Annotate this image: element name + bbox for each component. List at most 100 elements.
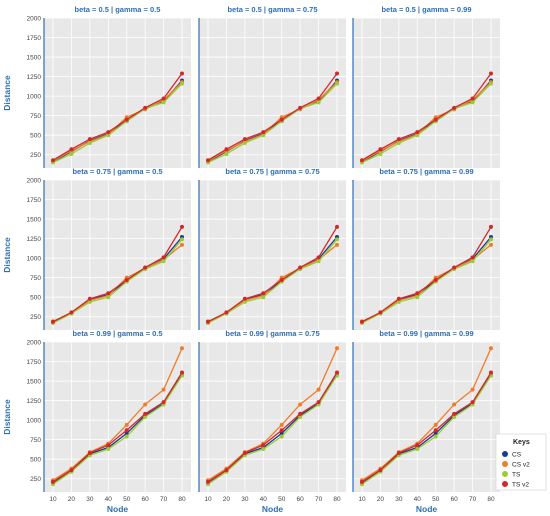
x-tick-label: 80: [178, 496, 186, 503]
panel-title: beta = 0.75 | gamma = 0.5: [72, 167, 162, 176]
panel-9: beta = 0.99 | gamma = 0.99 10 20 30 40 50 60 70…: [352, 329, 500, 503]
data-point-ts-v2: [106, 130, 111, 135]
data-point-ts-v2: [433, 278, 438, 282]
series-line-ts-v2: [52, 226, 183, 323]
x-tick-label: 20: [223, 496, 231, 503]
x-tick-label: 10: [49, 496, 57, 503]
data-point-ts-v2: [316, 400, 321, 405]
data-point-ts: [124, 434, 129, 439]
data-point-ts-v2: [87, 296, 92, 301]
x-tick-label: 60: [297, 496, 305, 503]
panel-title: beta = 0.75 | gamma = 0.99: [379, 167, 473, 176]
series-line-ts: [361, 83, 492, 164]
legend-label-cs: CS: [512, 452, 522, 459]
series-line-cs-v2: [52, 348, 183, 481]
data-point-ts-v2: [378, 468, 383, 473]
series-line-cs-v2: [361, 348, 492, 481]
y-axis-label-row3: Distance: [2, 399, 12, 435]
data-point-ts-v2: [396, 450, 401, 455]
series-line-ts: [52, 375, 183, 485]
data-point-cs-v2: [124, 422, 129, 427]
data-point-ts-v2: [360, 158, 364, 163]
series-line-ts-v2: [361, 372, 492, 483]
data-point-ts-v2: [378, 310, 383, 315]
x-tick-label: 60: [142, 496, 150, 503]
y-tick-label: 2000: [27, 15, 42, 22]
x-tick-label: 40: [105, 496, 113, 503]
series-line-ts-v2: [52, 372, 183, 483]
data-point-cs: [433, 431, 438, 436]
series-line-ts: [361, 375, 492, 485]
series-line-ts: [52, 83, 183, 164]
panel-2: beta = 0.5 | gamma = 0.75: [198, 5, 346, 168]
y-tick-label: 1250: [27, 236, 42, 243]
data-point-ts: [415, 447, 420, 452]
panel-4: beta = 0.75 | gamma = 0.5 250 500 750 1000 12…: [27, 167, 191, 330]
data-point-ts-v2: [489, 370, 493, 375]
data-point-ts-v2: [261, 443, 266, 448]
data-point-ts: [87, 299, 92, 304]
x-axis-label-col1: Node: [107, 504, 129, 514]
panel-title: beta = 0.5 | gamma = 0.99: [381, 5, 471, 14]
data-point-ts-v2: [470, 400, 475, 405]
data-point-ts-v2: [470, 96, 475, 101]
data-point-ts-v2: [69, 468, 74, 473]
data-point-ts: [298, 415, 303, 419]
x-tick-label: 50: [278, 496, 286, 503]
data-point-ts: [378, 151, 383, 156]
data-point-ts-v2: [470, 255, 475, 260]
series-line-ts-v2: [207, 372, 338, 483]
y-tick-label: 750: [30, 437, 41, 444]
panel-background: [353, 342, 500, 492]
data-point-ts-v2: [143, 105, 148, 110]
data-point-ts-v2: [51, 158, 55, 163]
series-line-ts-v2: [207, 226, 338, 323]
panel-8: beta = 0.99 | gamma = 0.75 10 20 30 40 50 60 70…: [198, 329, 346, 503]
data-point-ts-v2: [396, 137, 401, 142]
data-point-ts: [415, 295, 420, 300]
data-point-ts-v2: [224, 310, 229, 315]
data-point-ts-v2: [69, 147, 74, 152]
y-tick-label: 500: [30, 456, 41, 463]
data-point-ts-v2: [489, 71, 493, 76]
data-point-ts-v2: [87, 450, 92, 455]
panel-title: beta = 0.75 | gamma = 0.75: [225, 167, 319, 176]
y-tick-label: 1500: [27, 378, 42, 385]
x-tick-label: 50: [123, 496, 131, 503]
data-point-ts-v2: [378, 147, 383, 152]
data-point-ts-v2: [316, 96, 321, 101]
data-point-ts-v2: [242, 450, 247, 455]
data-point-ts-v2: [415, 130, 420, 135]
data-point-ts: [180, 237, 184, 242]
x-tick-label: 70: [469, 496, 477, 503]
legend-label-ts-v2: TS v2: [512, 482, 529, 489]
data-point-ts-v2: [261, 130, 266, 135]
data-point-ts-v2: [206, 319, 210, 324]
y-tick-label: 250: [30, 152, 41, 159]
data-point-ts-v2: [360, 479, 364, 484]
x-tick-label: 50: [432, 496, 440, 503]
data-point-ts-v2: [224, 147, 229, 152]
data-point-ts-v2: [415, 443, 420, 448]
panel-title: beta = 0.5 | gamma = 0.75: [227, 5, 317, 14]
data-point-ts-v2: [106, 443, 111, 448]
panel-6: beta = 0.75 | gamma = 0.99: [352, 167, 500, 330]
data-point-ts: [106, 295, 111, 300]
y-tick-label: 500: [30, 294, 41, 301]
y-tick-label: 1750: [27, 197, 42, 204]
panel-background: [44, 342, 191, 492]
data-point-ts-v2: [242, 137, 247, 142]
data-point-ts-v2: [452, 411, 457, 416]
data-point-cs-v2: [180, 346, 184, 351]
data-point-ts: [161, 259, 166, 264]
data-point-cs-v2: [335, 242, 339, 247]
y-tick-label: 2000: [27, 339, 42, 346]
data-point-cs-v2: [433, 422, 438, 427]
series-line-ts-v2: [361, 73, 492, 161]
data-point-ts: [69, 151, 74, 156]
data-point-ts: [279, 434, 284, 439]
series-line-ts-v2: [52, 73, 183, 161]
data-point-ts: [396, 141, 401, 145]
series-line-ts-v2: [361, 226, 492, 323]
y-tick-label: 1000: [27, 255, 42, 262]
